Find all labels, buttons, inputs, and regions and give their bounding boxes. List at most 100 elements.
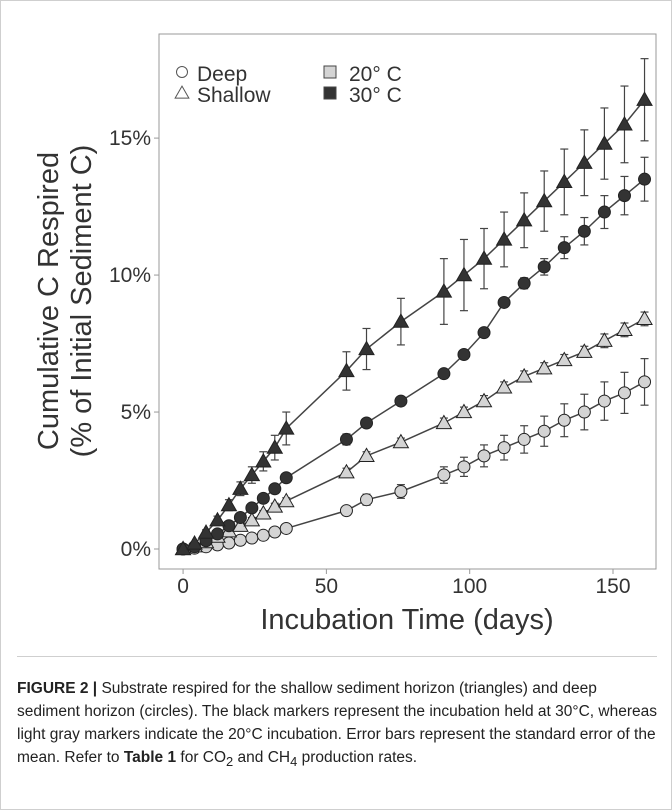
data-point: [497, 295, 511, 309]
data-point: [338, 463, 355, 479]
legend-label: Deep: [197, 63, 247, 86]
data-point: [575, 343, 593, 358]
data-point: [497, 441, 511, 455]
y-axis-label: (% of Initial Sediment C): [66, 145, 98, 458]
data-point: [435, 282, 453, 298]
x-tick-label: 100: [452, 575, 487, 598]
legend-label: 20° C: [349, 63, 402, 86]
data-point: [557, 241, 571, 255]
data-point: [616, 115, 633, 131]
data-point: [457, 348, 471, 362]
data-point: [222, 536, 236, 550]
data-point: [636, 91, 653, 106]
data-point: [555, 173, 573, 189]
caption-text: Substrate respired for the shallow sedim…: [17, 680, 657, 766]
data-point: [596, 135, 613, 150]
data-point: [597, 394, 611, 408]
data-point: [394, 394, 408, 408]
data-point: [256, 528, 270, 542]
figure-label: FIGURE 2 |: [17, 680, 98, 697]
data-point: [616, 321, 633, 336]
data-point: [515, 367, 533, 383]
series-line: [182, 178, 646, 550]
y-tick-label: 0%: [121, 538, 151, 561]
data-point: [392, 313, 410, 328]
data-point: [268, 482, 282, 496]
data-point: [477, 449, 491, 463]
legend-swatch: [323, 86, 337, 100]
data-point: [638, 172, 652, 186]
data-point: [557, 413, 571, 427]
x-tick-label: 150: [595, 575, 630, 598]
data-point: [277, 492, 295, 508]
data-point: [577, 224, 591, 238]
data-point: [437, 468, 451, 482]
data-point: [338, 362, 355, 378]
data-point: [254, 452, 272, 468]
data-point: [495, 378, 513, 394]
data-point: [495, 230, 513, 246]
x-tick-label: 50: [315, 575, 338, 598]
data-point: [596, 332, 613, 347]
data-point: [243, 466, 261, 482]
legend-symbol: [176, 66, 188, 78]
data-point: [266, 498, 284, 513]
caption: FIGURE 2 | Substrate respired for the sh…: [17, 656, 657, 773]
data-point: [232, 517, 249, 532]
data-point: [437, 367, 451, 381]
data-point: [360, 416, 374, 430]
data-point: [358, 447, 375, 462]
data-point: [233, 510, 247, 524]
chart: Incubation Time (days) Cumulative C Resp…: [33, 33, 657, 636]
data-point: [555, 351, 573, 367]
data-point: [174, 540, 192, 556]
data-point: [455, 403, 473, 419]
data-point: [537, 424, 551, 438]
data-point: [394, 484, 408, 498]
data-point: [245, 531, 259, 545]
data-point: [455, 266, 473, 282]
data-point: [617, 386, 631, 400]
data-point: [245, 501, 259, 515]
data-point: [535, 359, 553, 375]
data-point: [597, 205, 611, 219]
caption-text: production rates.: [297, 749, 418, 766]
subscript: 4: [290, 754, 298, 770]
y-axis-label: Cumulative C Respired: [33, 152, 65, 450]
data-point: [638, 375, 652, 389]
x-axis-label: Incubation Time (days): [260, 604, 553, 636]
x-tick-label: 0: [177, 575, 189, 598]
data-point: [232, 480, 249, 495]
data-point: [339, 432, 353, 446]
data-point: [392, 433, 410, 449]
legend-label: Shallow: [197, 84, 271, 107]
data-point: [268, 525, 282, 539]
data-point: [457, 460, 471, 474]
data-point: [517, 276, 531, 290]
plot-frame: [158, 33, 657, 570]
data-point: [535, 192, 553, 208]
data-point: [197, 524, 215, 539]
data-point: [256, 491, 270, 505]
data-point: [279, 471, 293, 485]
data-point: [477, 326, 491, 340]
data-point: [636, 310, 653, 326]
data-point: [209, 511, 226, 527]
data-point: [279, 521, 293, 535]
legend-swatch: [323, 65, 337, 79]
data-point: [435, 414, 453, 430]
data-point: [537, 260, 551, 274]
y-tick-label: 15%: [109, 127, 151, 150]
data-point: [617, 189, 631, 203]
data-point: [515, 211, 533, 227]
subscript: 2: [226, 754, 234, 770]
caption-text: for CO: [176, 749, 227, 766]
y-tick-label: 5%: [121, 401, 151, 424]
data-point: [517, 432, 531, 446]
data-point: [339, 504, 353, 518]
data-point: [277, 419, 295, 435]
data-point: [358, 340, 375, 356]
y-tick-label: 10%: [109, 264, 151, 287]
data-point: [266, 439, 284, 454]
